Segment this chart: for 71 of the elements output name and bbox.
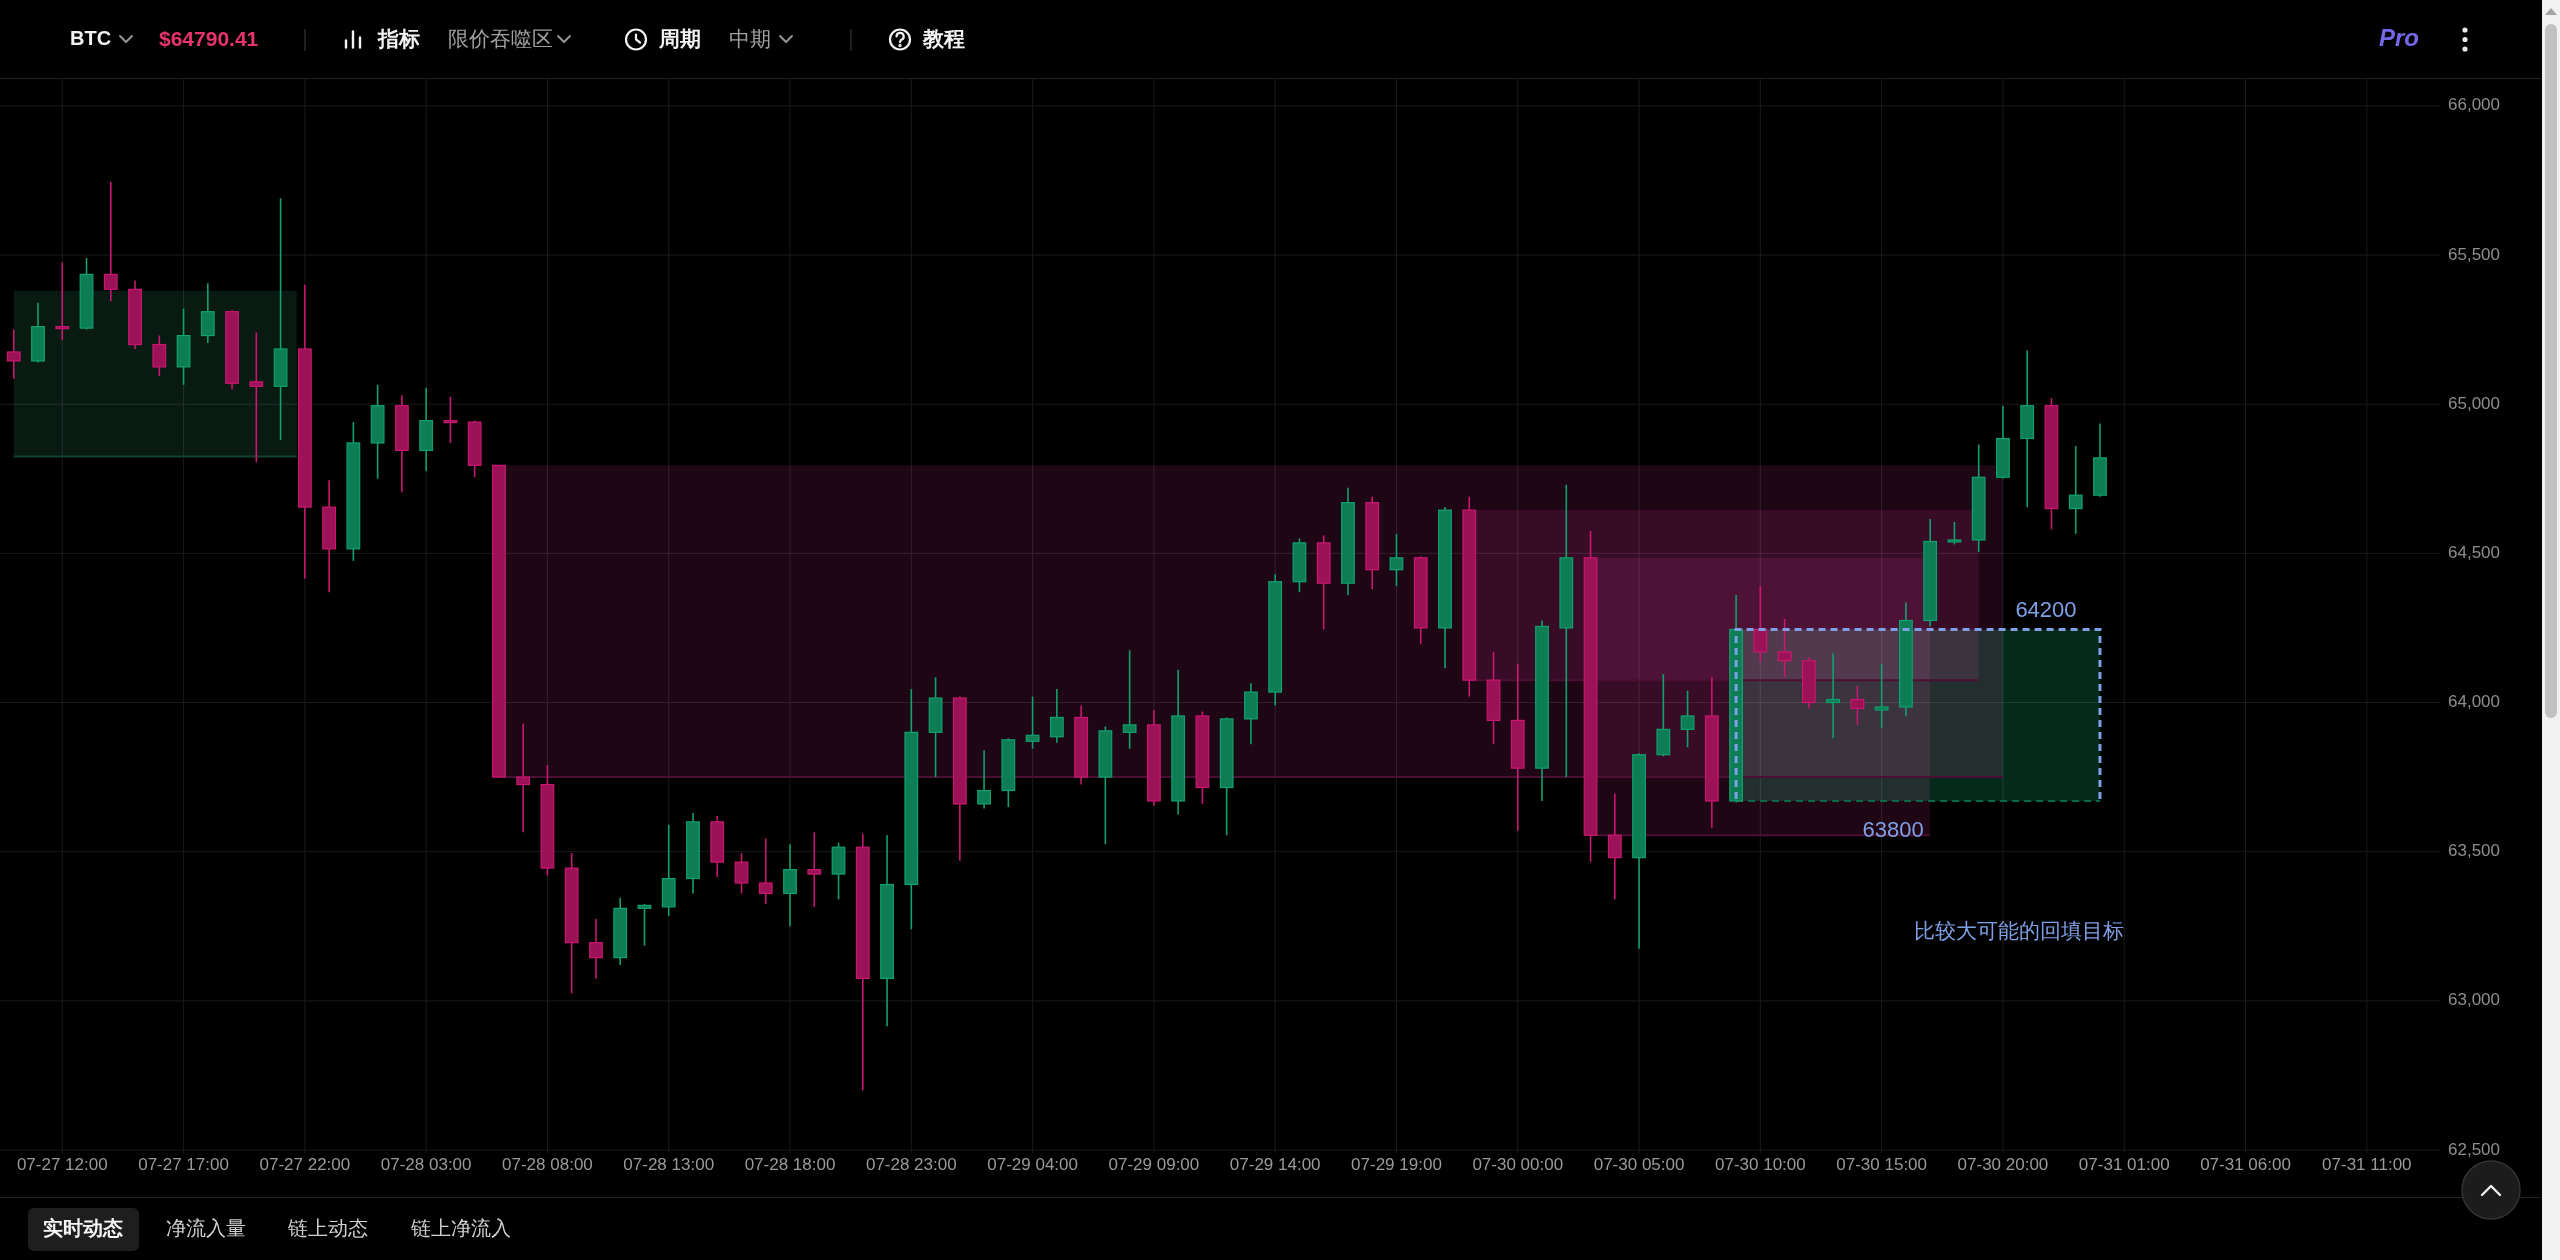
text: 链上净流入: [410, 1217, 511, 1240]
candlestick: [734, 852, 749, 895]
candlestick: [152, 334, 167, 377]
candlestick: [1826, 652, 1841, 740]
candlestick: [1753, 585, 1768, 664]
y-tick-label: 65,000: [2448, 393, 2500, 413]
text: 指标: [377, 26, 420, 50]
x-tick-label: 07-31 11:00: [2322, 1155, 2412, 1175]
x-tick-label: 07-28 13:00: [623, 1155, 715, 1175]
candlestick: [516, 722, 531, 834]
candlestick: [2068, 445, 2083, 535]
x-tick-label: 07-31 06:00: [2200, 1155, 2291, 1175]
candlestick: [249, 331, 264, 464]
candlestick: [1122, 649, 1137, 750]
x-tick-label: 07-28 23:00: [865, 1155, 957, 1175]
text: 教程: [922, 26, 965, 50]
annotation: 63800: [1862, 816, 1924, 842]
candlestick: [589, 918, 603, 980]
candlestick: [1850, 685, 1865, 726]
x-tick-label: 07-28 18:00: [744, 1155, 836, 1175]
x-tick-label: 07-30 15:00: [1836, 1155, 1928, 1175]
x-tick-label: 07-29 04:00: [987, 1155, 1078, 1175]
candlestick: [1025, 695, 1040, 750]
candlestick: [1947, 521, 1962, 546]
text: 限价吞噬区: [448, 26, 553, 50]
chart-subtitle: $64790.41: [159, 26, 259, 50]
x-tick-label: 07-29 09:00: [1108, 1155, 1200, 1175]
x-tick-label: 07-30 05:00: [1593, 1155, 1685, 1175]
candlestick: [1607, 792, 1622, 901]
candlestick: [977, 749, 991, 810]
text: 实时动态: [43, 1217, 123, 1240]
text: 周期: [658, 26, 701, 50]
y-tick-label: 66,000: [2448, 95, 2500, 115]
candlestick: [6, 328, 21, 380]
x-tick-label: 07-27 22:00: [259, 1155, 351, 1175]
x-tick-label: 07-28 03:00: [380, 1155, 472, 1175]
y-tick-label: 64,000: [2448, 692, 2500, 711]
candlestick: [1777, 618, 1792, 678]
candlestick: [1874, 662, 1889, 729]
candlestick: [103, 181, 118, 303]
y-tick-label: 65,500: [2448, 244, 2500, 264]
x-tick-label: 07-31 01:00: [2078, 1155, 2170, 1175]
candlestick: [55, 261, 70, 341]
text: 净流入量: [166, 1217, 246, 1240]
x-tick-label: 07-30 20:00: [1957, 1155, 2049, 1175]
candlestick: [758, 837, 773, 905]
x-tick-label: 07-27 17:00: [138, 1155, 229, 1175]
chart-title: BTC: [70, 27, 112, 50]
y-tick-label: 63,500: [2448, 841, 2500, 861]
x-tick-label: 07-30 10:00: [1714, 1155, 1806, 1175]
candlestick: [1389, 533, 1404, 587]
candlestick: [1680, 689, 1695, 749]
candlestick: [807, 831, 822, 908]
x-tick-label: 07-27 12:00: [16, 1155, 108, 1175]
x-tick-label: 07-29 19:00: [1351, 1155, 1442, 1175]
candlestick: [1049, 688, 1064, 744]
y-tick-label: 62,500: [2448, 1139, 2500, 1159]
text: Pro: [2379, 24, 2420, 52]
candlestick: [443, 395, 458, 444]
candlestick: [783, 843, 797, 928]
x-tick-label: 07-29 14:00: [1229, 1155, 1321, 1175]
annotation: 64200: [2015, 597, 2077, 623]
candlestick: [200, 282, 215, 344]
text: 链上动态: [287, 1217, 368, 1240]
y-tick-label: 63,000: [2448, 990, 2500, 1010]
annotation: 比较大可能的回填目标: [1913, 919, 2124, 943]
text: 中期: [729, 26, 771, 50]
candlestick: [637, 903, 652, 947]
x-tick-label: 07-28 08:00: [502, 1155, 593, 1175]
y-tick-label: 64,500: [2448, 542, 2500, 562]
x-tick-label: 07-30 00:00: [1472, 1155, 1564, 1175]
